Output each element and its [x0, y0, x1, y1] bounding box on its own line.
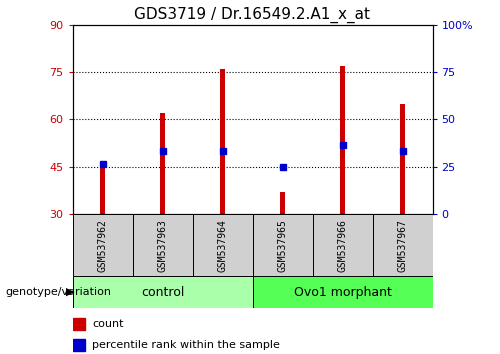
- FancyBboxPatch shape: [72, 276, 252, 308]
- Bar: [72, 318, 85, 330]
- Bar: [160, 113, 165, 214]
- Bar: [220, 69, 225, 214]
- Bar: [400, 104, 405, 214]
- Bar: [340, 66, 345, 214]
- FancyBboxPatch shape: [312, 214, 372, 276]
- Text: genotype/variation: genotype/variation: [5, 287, 111, 297]
- FancyBboxPatch shape: [132, 214, 192, 276]
- Text: control: control: [141, 286, 184, 298]
- Title: GDS3719 / Dr.16549.2.A1_x_at: GDS3719 / Dr.16549.2.A1_x_at: [134, 7, 370, 23]
- FancyBboxPatch shape: [252, 276, 432, 308]
- Text: GSM537965: GSM537965: [278, 219, 287, 272]
- Text: GSM537966: GSM537966: [338, 219, 347, 272]
- FancyBboxPatch shape: [72, 214, 132, 276]
- Text: GSM537967: GSM537967: [398, 219, 407, 272]
- FancyBboxPatch shape: [372, 214, 432, 276]
- Text: GSM537962: GSM537962: [98, 219, 108, 272]
- Text: count: count: [92, 319, 124, 329]
- FancyBboxPatch shape: [252, 214, 312, 276]
- Bar: [72, 339, 85, 351]
- FancyBboxPatch shape: [192, 214, 252, 276]
- Text: percentile rank within the sample: percentile rank within the sample: [92, 340, 280, 350]
- Text: GSM537963: GSM537963: [158, 219, 168, 272]
- Text: Ovo1 morphant: Ovo1 morphant: [294, 286, 392, 298]
- Bar: [100, 164, 105, 214]
- Text: ▶: ▶: [66, 287, 74, 297]
- Text: GSM537964: GSM537964: [218, 219, 228, 272]
- Bar: [280, 192, 285, 214]
